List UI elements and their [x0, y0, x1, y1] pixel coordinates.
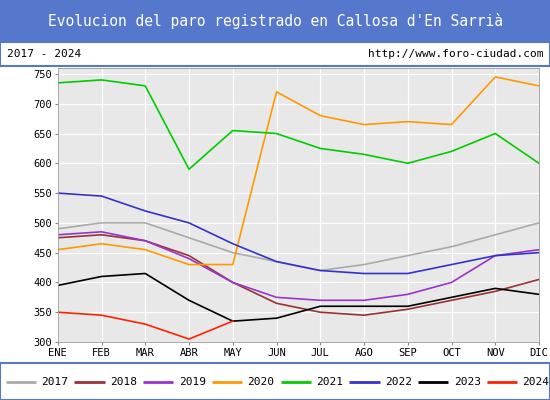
Text: 2024: 2024: [522, 377, 549, 386]
Text: 2017: 2017: [41, 377, 68, 386]
Text: 2022: 2022: [385, 377, 412, 386]
Text: Evolucion del paro registrado en Callosa d'En Sarrià: Evolucion del paro registrado en Callosa…: [47, 13, 503, 29]
Text: 2020: 2020: [248, 377, 274, 386]
Text: http://www.foro-ciudad.com: http://www.foro-ciudad.com: [368, 49, 543, 59]
Text: 2018: 2018: [110, 377, 137, 386]
Text: 2019: 2019: [179, 377, 206, 386]
Text: 2021: 2021: [316, 377, 343, 386]
Text: 2023: 2023: [454, 377, 481, 386]
Text: 2017 - 2024: 2017 - 2024: [7, 49, 81, 59]
